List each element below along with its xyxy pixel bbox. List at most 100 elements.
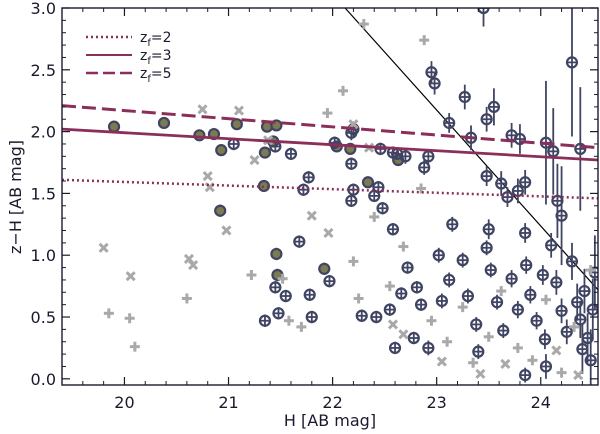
data-point-circle (539, 354, 553, 379)
data-point-circle (480, 240, 493, 256)
plot-frame (61, 7, 599, 386)
data-point-cross (500, 358, 511, 370)
model-line-dashed (62, 104, 598, 150)
data-point-circle (407, 331, 420, 345)
data-point-plus (181, 293, 192, 304)
data-point-circle (388, 341, 402, 355)
y-tick-label: 0.0 (31, 370, 56, 389)
data-point-circle (574, 300, 587, 339)
data-point-plus (457, 302, 468, 313)
data-point-circle (368, 189, 381, 203)
data-point-circle (520, 256, 533, 274)
data-point-circle (386, 223, 400, 236)
data-point-plus (246, 269, 257, 280)
data-point-filled (257, 179, 271, 193)
data-point-circle (328, 136, 341, 149)
y-tick-label: 1.0 (31, 246, 56, 265)
y-tick-label: 1.5 (31, 184, 56, 203)
data-point-plus (527, 355, 538, 366)
y-axis-title: z−H [AB mag] (6, 140, 25, 254)
model-lines (62, 104, 598, 200)
data-point-circle (305, 310, 318, 324)
data-point-circle (490, 294, 504, 310)
data-point-circle (302, 171, 315, 184)
data-point-circle (345, 157, 358, 170)
legend-subscript: f (147, 38, 151, 49)
data-point-circle (297, 183, 310, 196)
point-marker (477, 8, 490, 15)
data-point-filled (215, 144, 228, 157)
data-point-plus (322, 108, 333, 119)
data-point-circle (480, 106, 493, 132)
legend-value: =3 (151, 48, 172, 64)
data-point-circle (560, 319, 573, 345)
data-point-plus (296, 321, 307, 332)
data-point-plus (277, 273, 288, 284)
data-point-circle (578, 268, 591, 314)
data-point-plus (585, 265, 596, 276)
data-point-plus (419, 35, 430, 46)
plot-area (98, 8, 598, 385)
point-marker (157, 116, 171, 130)
model-line-dotted (62, 178, 598, 200)
data-point-circle (303, 288, 316, 301)
data-point-circle (461, 288, 475, 304)
cross-bar-b (387, 319, 399, 330)
data-point-circle (401, 261, 414, 274)
point-marker (107, 120, 121, 133)
data-point-circle (458, 84, 471, 110)
data-point-filled (157, 116, 171, 130)
data-point-cross (188, 260, 199, 271)
data-point-circle (501, 187, 514, 208)
cross-bar-b (500, 358, 511, 370)
data-point-circle (432, 247, 445, 263)
data-point-plus (124, 313, 135, 324)
x-tick-label: 23 (426, 393, 446, 412)
data-point-circle (482, 219, 495, 240)
data-point-circle (258, 314, 272, 327)
data-point-circle (443, 272, 456, 288)
cross-bar-b (202, 171, 213, 182)
cross-bar-b (221, 225, 232, 236)
data-point-cross (249, 154, 260, 166)
y-tick-label: 2.5 (31, 61, 56, 80)
cross-bar-b (125, 271, 136, 282)
data-point-circle (484, 262, 497, 278)
model-line-solid (62, 127, 598, 162)
cross-bar-b (183, 253, 195, 264)
data-point-plus (103, 308, 114, 319)
data-point-cross (98, 242, 109, 253)
y-tick-label: 3.0 (31, 0, 56, 18)
data-point-circle (345, 194, 358, 208)
cross-bar-b (306, 210, 317, 221)
data-point-plus (369, 211, 380, 222)
data-point-circle (545, 232, 558, 258)
data-point-circle (410, 281, 424, 294)
legend-z: z (140, 48, 147, 64)
data-point-cross (233, 105, 244, 116)
data-point-cross (387, 319, 399, 330)
data-point-circle (370, 310, 383, 324)
data-point-filled (193, 129, 206, 142)
legend-z: z (140, 30, 147, 46)
data-point-circle (487, 88, 501, 126)
data-point-circle (519, 367, 532, 383)
point-marker (257, 179, 271, 193)
data-point-circle (383, 303, 396, 316)
data-point-circle (435, 293, 448, 309)
data-point-circle (513, 124, 527, 154)
cross-bar-b (98, 242, 109, 253)
legend: zf=2 zf=3 zf=5 (86, 30, 172, 85)
data-point-cross (551, 345, 562, 356)
data-point-plus (540, 294, 551, 305)
legend-label-zf3: zf=3 (140, 48, 172, 67)
cross-bar-b (551, 345, 562, 356)
data-point-cross (436, 356, 447, 367)
data-point-filled (214, 204, 227, 217)
legend-value: =5 (151, 66, 172, 82)
data-point-circle (505, 270, 518, 288)
legend-subscript: f (147, 74, 151, 85)
legend-z: z (140, 66, 147, 82)
